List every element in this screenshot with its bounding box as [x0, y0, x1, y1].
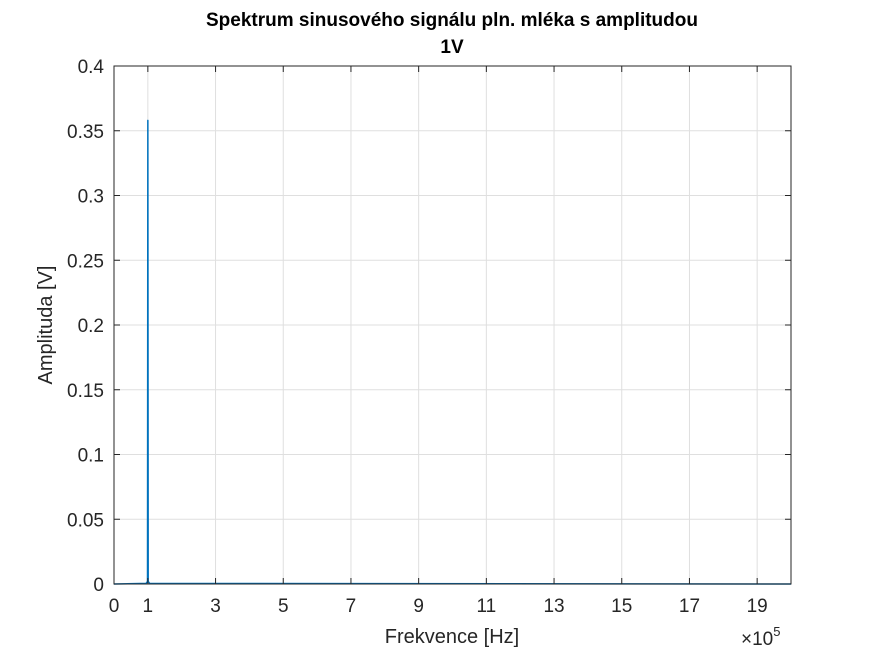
y-tick-label: 0.2 — [78, 316, 104, 337]
x-tick-label: 19 — [747, 596, 768, 617]
x-tick-label: 1 — [143, 596, 154, 617]
y-tick-label: 0.1 — [78, 446, 104, 467]
x-tick-label: 11 — [476, 596, 496, 617]
chart-title-line-2: 1V — [440, 37, 464, 58]
chart-title-line-1: Spektrum sinusového signálu pln. mléka s… — [206, 10, 698, 31]
y-axis-ticks: 0 0.05 0.1 0.15 0.2 0.25 0.3 0.35 0.4 — [67, 57, 791, 596]
y-tick-label: 0.3 — [78, 187, 104, 208]
x-axis-ticks: 0 1 3 5 7 9 11 13 15 17 19 — [109, 66, 768, 617]
y-tick-label: 0 — [93, 575, 104, 596]
x-tick-label: 17 — [679, 596, 700, 617]
x-tick-label: 0 — [109, 596, 120, 617]
x-tick-label: 5 — [278, 596, 289, 617]
spectrum-line — [113, 119, 792, 585]
y-tick-label: 0.35 — [67, 122, 104, 143]
x-axis-exponent: ×105 — [741, 624, 780, 650]
x-tick-label: 7 — [346, 596, 357, 617]
x-tick-label: 15 — [611, 596, 632, 617]
data-series — [113, 119, 792, 585]
y-tick-label: 0.25 — [67, 251, 104, 272]
x-axis-label: Frekvence [Hz] — [385, 626, 519, 648]
y-tick-label: 0.4 — [78, 57, 105, 78]
x-axis-exponent-base: ×10 — [741, 629, 773, 650]
y-axis-label: Amplituda [V] — [35, 266, 57, 385]
y-tick-label: 0.15 — [67, 381, 104, 402]
x-tick-label: 9 — [413, 596, 424, 617]
x-tick-label: 13 — [543, 596, 564, 617]
y-tick-label: 0.05 — [67, 510, 104, 531]
x-tick-label: 3 — [210, 596, 221, 617]
x-axis-exponent-power: 5 — [773, 624, 780, 639]
